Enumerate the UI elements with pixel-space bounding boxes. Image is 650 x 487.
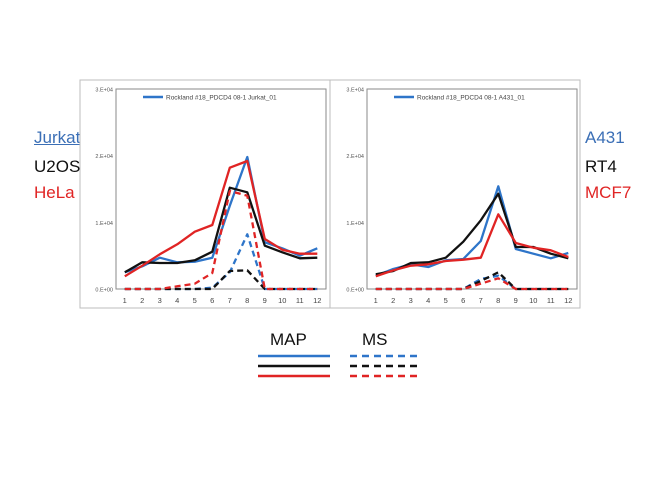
y-tick-label: 1.E+04 xyxy=(346,221,364,227)
x-tick-label: 7 xyxy=(228,296,232,305)
legend-entry-label: Rockland #18_PDCD4 08-1 Jurkat_01 xyxy=(166,95,277,102)
cell-line-label-rt4: RT4 xyxy=(585,157,617,176)
series-line xyxy=(375,277,569,291)
x-tick-label: 3 xyxy=(158,296,162,305)
y-tick-label: 2.E+04 xyxy=(95,154,113,160)
x-tick-label: 11 xyxy=(547,296,555,305)
x-tick-label: 2 xyxy=(391,296,395,305)
charts-canvas: 0.E+001.E+042.E+043.E+041 2 3 4 5 6 7 8 9 10 11 12R… xyxy=(79,79,581,309)
x-tick-label: 8 xyxy=(496,296,500,305)
legend-entry-label: Rockland #18_PDCD4 08-1 A431_01 xyxy=(417,95,525,102)
y-tick-label: 2.E+04 xyxy=(346,154,364,160)
legend-ms-label: MS xyxy=(362,330,388,349)
cell-line-label-u2os: U2OS xyxy=(34,157,81,176)
legend-swatches xyxy=(258,354,418,378)
x-tick-label: 8 xyxy=(245,296,249,305)
x-tick-label: 3 xyxy=(409,296,413,305)
cell-line-label-mcf7: MCF7 xyxy=(585,183,632,202)
y-tick-label: 0.E+00 xyxy=(346,288,364,294)
x-tick-label: 9 xyxy=(263,296,267,305)
plot-area xyxy=(366,88,578,290)
x-tick-label: 12 xyxy=(564,296,572,305)
series-line xyxy=(124,159,318,278)
chart-frame xyxy=(329,79,581,309)
x-tick-label: 6 xyxy=(461,296,465,305)
legend-map-label: MAP xyxy=(270,330,307,349)
right-chart: 0.E+001.E+042.E+043.E+041 2 3 4 5 6 7 8 9 10 11 12R… xyxy=(329,79,581,309)
x-tick-label: 12 xyxy=(313,296,321,305)
x-tick-label: 4 xyxy=(426,296,430,305)
cell-line-label-a431: A431 xyxy=(585,128,625,147)
x-tick-label: 10 xyxy=(278,296,286,305)
series-line xyxy=(124,186,318,274)
x-tick-label: 10 xyxy=(529,296,537,305)
x-tick-label: 5 xyxy=(444,296,448,305)
x-tick-label: 5 xyxy=(193,296,197,305)
cell-line-label-jurkat: Jurkat xyxy=(34,128,81,147)
x-tick-label: 11 xyxy=(296,296,304,305)
y-tick-label: 3.E+04 xyxy=(95,88,113,94)
series-line xyxy=(124,189,318,291)
x-tick-label: 2 xyxy=(140,296,144,305)
x-tick-label: 1 xyxy=(123,296,127,305)
x-tick-label: 7 xyxy=(479,296,483,305)
left-chart: 0.E+001.E+042.E+043.E+041 2 3 4 5 6 7 8 9 10 11 12R… xyxy=(79,79,331,309)
x-tick-label: 6 xyxy=(210,296,214,305)
y-tick-label: 0.E+00 xyxy=(95,288,113,294)
y-tick-label: 3.E+04 xyxy=(346,88,364,94)
y-tick-label: 1.E+04 xyxy=(95,221,113,227)
cell-line-label-hela: HeLa xyxy=(34,183,75,202)
plot-area xyxy=(115,88,327,290)
x-tick-label: 4 xyxy=(175,296,179,305)
x-tick-label: 9 xyxy=(514,296,518,305)
x-tick-label: 1 xyxy=(374,296,378,305)
series-line xyxy=(375,213,569,278)
chart-frame xyxy=(79,79,331,309)
